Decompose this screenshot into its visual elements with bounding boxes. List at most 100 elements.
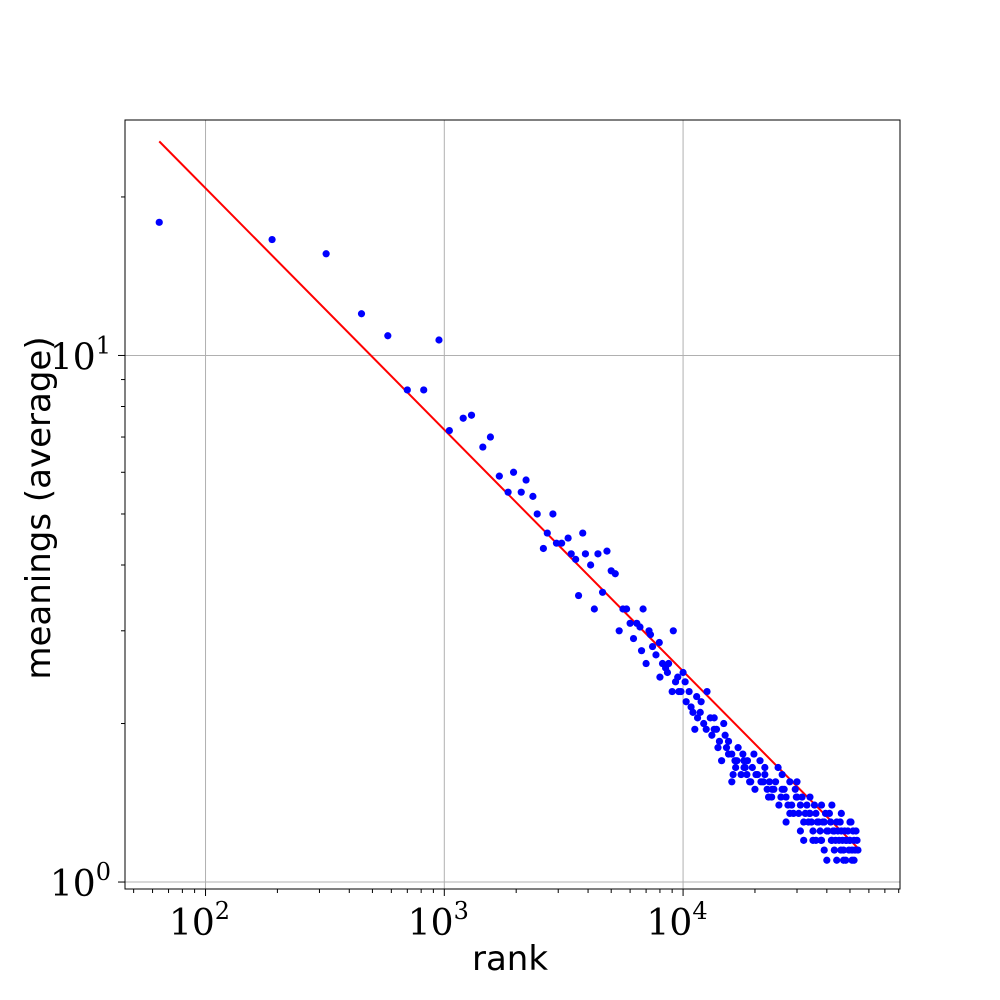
data-point [687,703,695,711]
data-point [517,488,525,496]
data-point [756,757,764,765]
data-point [435,336,443,344]
data-point [700,719,708,728]
data-point [357,310,366,318]
data-point [820,846,828,854]
data-point [774,763,782,772]
data-point [712,725,721,733]
data-point [322,250,330,258]
data-point [775,801,783,809]
data-point [752,770,760,779]
data-point [636,623,644,631]
data-point [734,744,742,752]
x-tick-label-base: 10 [408,903,454,944]
data-point [837,846,845,854]
data-point [841,827,849,835]
data-point [703,687,711,696]
x-tick-label-base: 10 [647,903,693,944]
y-tick-label: 101 [50,331,111,378]
data-point [796,801,805,809]
data-point [637,647,646,655]
data-point [740,757,748,765]
data-point [834,827,842,835]
data-point [806,793,814,801]
data-points [155,218,862,864]
data-point [626,619,634,627]
data-point [718,757,726,765]
data-point [721,731,729,739]
data-point [739,750,747,758]
data-point [674,673,682,681]
data-point [564,534,572,542]
data-point [642,659,650,668]
data-point [803,801,811,809]
data-point [611,570,619,578]
data-point [845,836,854,844]
data-point [782,818,790,826]
data-point [682,698,690,706]
data-point [750,750,758,758]
data-point [828,801,836,809]
data-point [805,809,813,818]
data-point [722,744,731,752]
data-point [697,698,705,706]
data-point [639,605,647,613]
data-point [724,750,733,758]
x-tick-label: 104 [647,897,708,944]
data-point [724,737,733,745]
data-point [558,539,566,547]
data-point [572,555,580,563]
y-tick-label-exponent: 0 [96,858,111,886]
data-point [669,627,677,635]
data-point [846,818,854,826]
data-point [594,550,602,558]
data-point [581,550,590,558]
data-point [759,778,768,786]
data-point [479,443,487,451]
data-point [655,638,663,647]
data-point [849,827,857,835]
data-point [732,763,740,772]
data-point [696,708,704,716]
data-point [824,827,832,835]
y-axis-title: meanings (average) [19,336,59,679]
data-point [786,809,794,818]
data-point [648,642,657,651]
data-point [665,659,673,668]
data-point [793,778,801,786]
data-point [780,785,788,793]
data-point [598,588,607,596]
data-point [791,785,799,793]
data-point [445,426,453,435]
data-point [741,763,749,772]
data-point [763,785,771,793]
data-point [796,827,805,835]
data-point [268,235,276,244]
data-point [729,770,737,779]
data-point [813,818,821,826]
data-point [720,719,728,728]
data-point [459,414,467,422]
data-point [622,605,631,613]
plot-frame [124,119,901,890]
data-point [728,778,736,786]
x-tick-label-exponent: 4 [692,897,707,925]
data-point [816,827,824,835]
data-point [827,818,835,826]
data-point [579,529,587,537]
data-point [788,801,796,809]
data-point [714,744,722,752]
data-point [800,836,808,844]
data-point [685,687,693,696]
data-point [155,218,163,226]
axis-ticks [118,196,900,896]
data-point [850,856,858,864]
data-point [812,836,820,844]
y-tick-label-base: 10 [50,337,96,378]
data-point [603,547,611,555]
data-point [384,332,392,340]
data-point [529,492,537,500]
data-point [782,793,790,801]
